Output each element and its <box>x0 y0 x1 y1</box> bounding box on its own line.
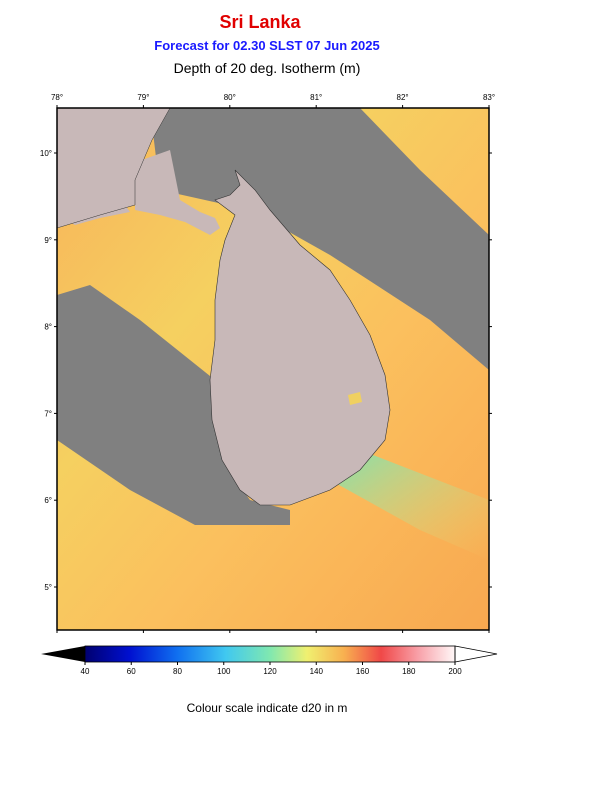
colorbar-label: 80 <box>173 667 182 676</box>
subtitle: Forecast for 02.30 SLST 07 Jun 2025 <box>154 38 379 53</box>
sea-patch <box>330 450 489 560</box>
lon-label: 82° <box>397 93 409 102</box>
lat-label: 6° <box>44 496 52 505</box>
variable: Depth of 20 deg. Isotherm (m) <box>174 60 361 76</box>
map-frame <box>56 107 490 631</box>
caption: Colour scale indicate d20 in m <box>187 701 348 715</box>
lat-label: 7° <box>44 409 52 418</box>
lon-label: 78° <box>51 93 63 102</box>
lagoon <box>348 392 362 405</box>
colorbar-label: 140 <box>310 667 324 676</box>
colorbar-over <box>454 645 498 663</box>
colorbar-label: 180 <box>402 667 416 676</box>
colorbar-label: 120 <box>263 667 277 676</box>
colorbar-under <box>41 646 85 662</box>
no-data <box>150 108 489 370</box>
colorbar-label: 40 <box>81 667 90 676</box>
no-data <box>57 285 290 525</box>
lon-label: 79° <box>137 93 149 102</box>
colorbar <box>85 646 455 662</box>
lat-label: 10° <box>40 149 52 158</box>
map <box>57 108 489 630</box>
land <box>57 108 171 229</box>
lat-label: 5° <box>44 583 52 592</box>
lon-label: 80° <box>224 93 236 102</box>
colorbar-label: 200 <box>448 667 462 676</box>
title: Sri Lanka <box>219 12 301 32</box>
lat-label: 8° <box>44 323 52 332</box>
land <box>209 169 391 506</box>
colorbar-label: 160 <box>356 667 370 676</box>
colorbar-label: 100 <box>217 667 231 676</box>
colorbar-label: 60 <box>127 667 136 676</box>
lon-label: 81° <box>310 93 322 102</box>
lon-label: 83° <box>483 93 495 102</box>
lat-label: 9° <box>44 236 52 245</box>
